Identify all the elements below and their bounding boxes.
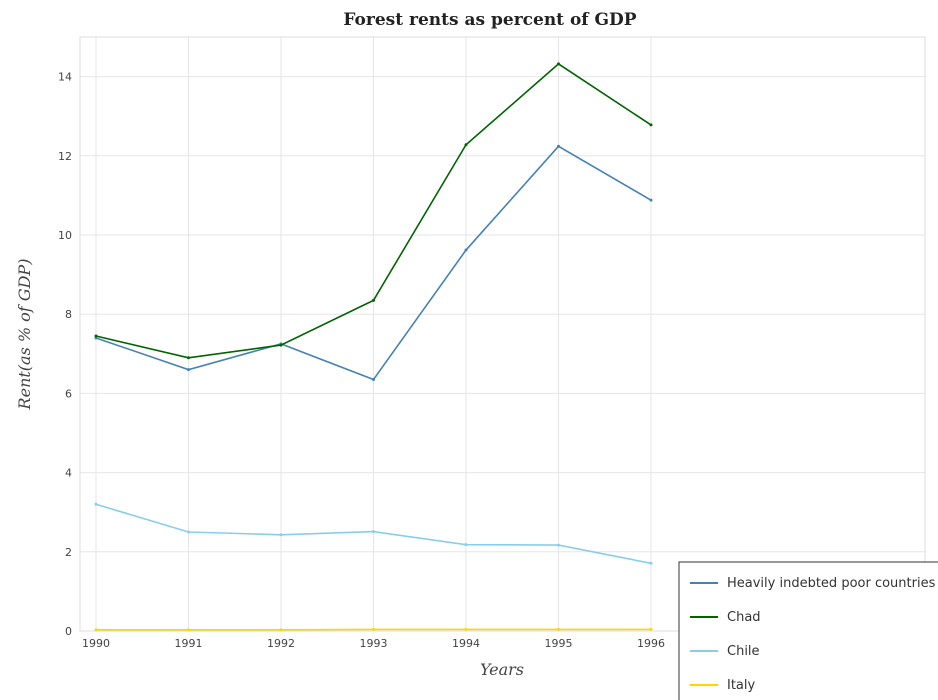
data-point	[279, 628, 283, 632]
legend-label: Chile	[727, 644, 760, 659]
x-tick-label: 1992	[267, 637, 295, 650]
data-point	[649, 627, 653, 631]
legend-label: Chad	[727, 610, 761, 625]
x-tick-label: 1990	[82, 637, 110, 650]
y-tick-label: 6	[65, 387, 72, 400]
data-point	[94, 502, 98, 506]
data-point	[557, 144, 560, 148]
series-layer	[94, 62, 653, 632]
y-tick-label: 10	[58, 229, 72, 242]
x-axis-title: Years	[480, 660, 524, 679]
legend-label: Heavily indebted poor countries	[727, 576, 936, 591]
legend-items: Heavily indebted poor countries Chad Chile…	[690, 576, 936, 693]
data-point	[279, 343, 283, 347]
y-tick-label: 8	[65, 308, 72, 321]
x-tick-label: 1994	[452, 637, 480, 650]
legend: Heavily indebted poor countries Chad Chile…	[678, 561, 938, 700]
data-point	[372, 378, 375, 382]
data-point	[557, 627, 560, 631]
data-point	[372, 530, 375, 534]
data-point	[279, 533, 283, 537]
y-tick-label: 4	[65, 467, 72, 480]
y-tick-label: 0	[65, 625, 72, 638]
x-tick-label: 1993	[360, 637, 388, 650]
data-point	[649, 123, 653, 127]
y-tick-label: 2	[65, 546, 72, 559]
data-point	[94, 334, 98, 338]
legend-label: Italy	[727, 678, 756, 693]
data-point	[464, 143, 468, 147]
data-point	[187, 356, 190, 360]
data-point	[557, 62, 560, 66]
x-tick-label: 1995	[545, 637, 573, 650]
data-point	[187, 368, 190, 372]
x-tick-label: 1996	[637, 637, 665, 650]
plot-frame	[79, 36, 926, 632]
data-point	[464, 627, 468, 631]
data-point	[464, 543, 468, 547]
tick-layer: 0 2 4 6 8 10 12 14 1990 1991 1992 1993 1994 1995 1996	[58, 71, 665, 650]
data-point	[649, 561, 653, 565]
legend-box	[678, 561, 938, 700]
data-point	[187, 628, 190, 632]
y-tick-label: 14	[58, 71, 72, 84]
y-tick-label: 12	[58, 150, 72, 163]
grid-layer	[80, 37, 925, 632]
data-point	[649, 198, 653, 202]
data-point	[557, 543, 560, 547]
data-point	[372, 627, 375, 631]
chart-title: Forest rents as percent of GDP	[343, 10, 636, 30]
data-point	[187, 530, 190, 534]
x-tick-label: 1991	[175, 637, 203, 650]
data-point	[94, 628, 98, 632]
y-axis-title: Rent(as % of GDP)	[15, 259, 34, 411]
data-point	[464, 248, 468, 252]
data-point	[372, 298, 375, 302]
